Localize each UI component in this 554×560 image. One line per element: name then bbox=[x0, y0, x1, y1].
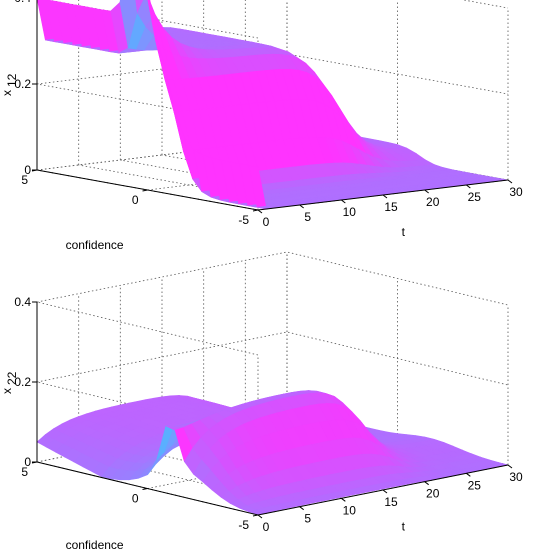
confidence-tick-label: 0 bbox=[132, 193, 139, 207]
confidence-axis-label: confidence bbox=[66, 238, 124, 252]
t-axis-label: t bbox=[402, 519, 406, 533]
t-tick bbox=[257, 514, 263, 519]
t-tick bbox=[341, 199, 346, 204]
confidence-axis-label: confidence bbox=[66, 538, 124, 552]
z-axis-label: x 12 bbox=[0, 73, 19, 96]
t-tick bbox=[466, 472, 471, 477]
t-tick bbox=[299, 204, 304, 209]
t-tick-label: 5 bbox=[304, 512, 311, 526]
t-tick bbox=[382, 489, 388, 494]
t-tick bbox=[466, 184, 471, 189]
confidence-tick bbox=[252, 209, 259, 212]
confidence-tick-label: 5 bbox=[21, 173, 28, 187]
z-tick-label: 0 bbox=[24, 163, 31, 177]
t-tick bbox=[424, 481, 429, 486]
t-tick bbox=[382, 194, 388, 199]
confidence-tick-label: 5 bbox=[21, 465, 28, 479]
t-tick-label: 30 bbox=[509, 185, 523, 199]
z-tick-label: 0.2 bbox=[14, 375, 31, 389]
confidence-tick-label: -5 bbox=[238, 518, 249, 532]
surface-patch bbox=[135, 0, 144, 15]
confidence-tick bbox=[252, 514, 259, 517]
t-tick-label: 0 bbox=[263, 215, 270, 229]
axes bbox=[31, 0, 513, 214]
confidence-tick-label: -5 bbox=[238, 213, 249, 227]
t-tick-label: 20 bbox=[426, 195, 440, 209]
t-tick bbox=[341, 497, 346, 502]
t-tick-label: 15 bbox=[384, 200, 398, 214]
svg-text:x: x bbox=[0, 90, 14, 96]
t-tick bbox=[257, 209, 263, 214]
t-tick-label: 25 bbox=[468, 478, 482, 492]
t-tick-label: 10 bbox=[343, 503, 357, 517]
t-tick bbox=[507, 179, 513, 184]
svg-text:12: 12 bbox=[5, 73, 19, 87]
surface bbox=[36, 390, 509, 515]
svg-text:x: x bbox=[0, 388, 14, 394]
t-tick-label: 15 bbox=[384, 495, 398, 509]
t-tick bbox=[299, 506, 304, 511]
confidence-tick bbox=[142, 189, 148, 192]
z-axis-label: x 22 bbox=[0, 371, 19, 394]
t-axis-label: t bbox=[402, 225, 406, 239]
confidence-tick bbox=[142, 488, 148, 490]
z-tick-label: 0.2 bbox=[14, 77, 31, 91]
t-tick-label: 10 bbox=[343, 205, 357, 219]
t-tick-label: 20 bbox=[426, 487, 440, 501]
t-tick bbox=[507, 464, 513, 469]
t-tick-label: 25 bbox=[468, 190, 482, 204]
t-tick bbox=[424, 189, 429, 194]
t-tick-label: 30 bbox=[509, 470, 523, 484]
z-tick-label: 0.4 bbox=[14, 0, 31, 5]
axes bbox=[31, 301, 513, 519]
t-tick-label: 5 bbox=[304, 210, 311, 224]
z-tick-label: 0 bbox=[24, 455, 31, 469]
surface bbox=[37, 0, 509, 210]
confidence-tick-label: 0 bbox=[132, 492, 139, 506]
t-tick-label: 0 bbox=[263, 520, 270, 534]
svg-text:22: 22 bbox=[5, 371, 19, 385]
z-tick-label: 0.4 bbox=[14, 295, 31, 309]
